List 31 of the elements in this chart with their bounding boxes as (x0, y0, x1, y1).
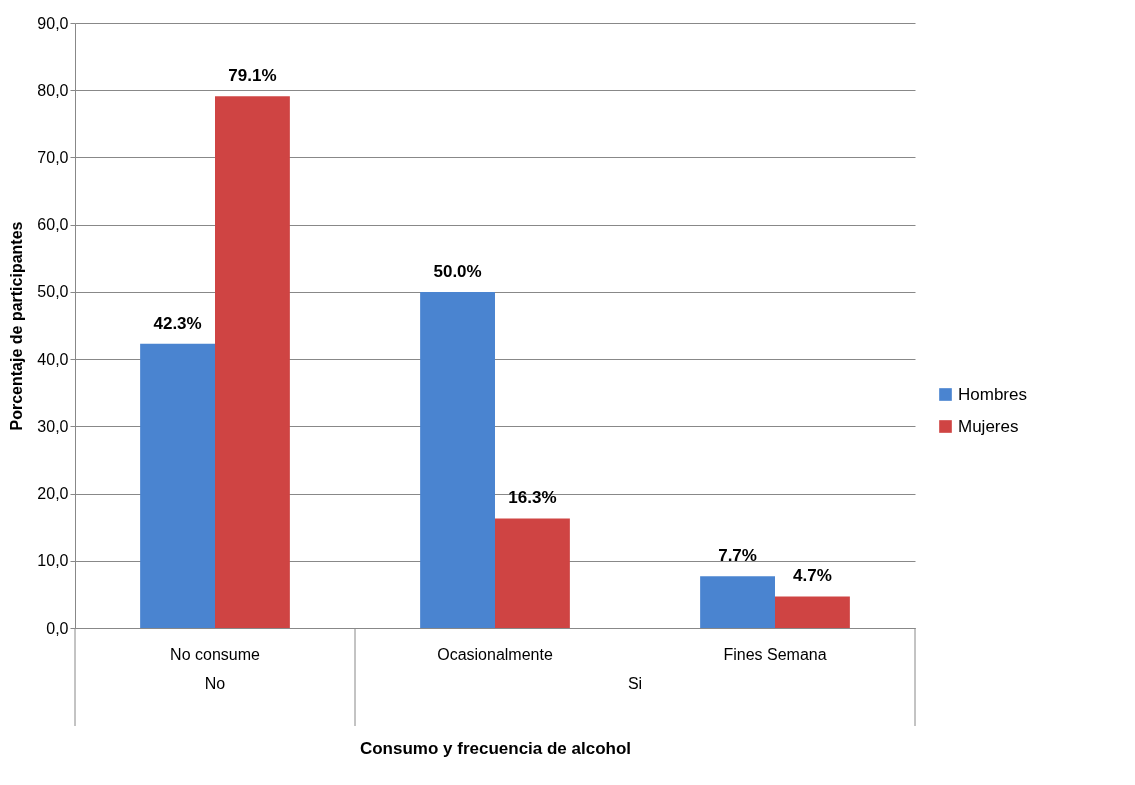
x-tick-label: Fines Semana (723, 645, 827, 663)
y-tick-label: 90,0 (37, 14, 69, 32)
x-axis-title: Consumo y frecuencia de alcohol (359, 738, 632, 758)
bar (140, 343, 215, 628)
legend-label: Hombres (958, 384, 1027, 404)
text: No (204, 675, 226, 692)
x-tick-label: Ocasionalmente (437, 645, 553, 663)
y-tick-label: 40,0 (37, 350, 69, 368)
y-tick-label: 30,0 (37, 417, 69, 435)
y-tick-label: 10,0 (37, 552, 69, 570)
y-tick-label: 70,0 (37, 148, 69, 166)
bar (700, 576, 775, 628)
data-label: 79.1% (228, 66, 277, 86)
data-label: 16.3% (508, 488, 557, 508)
y-tick-label: 20,0 (37, 485, 69, 503)
data-label: 50.0% (433, 261, 482, 281)
bar (775, 596, 850, 628)
text: Si (627, 675, 643, 692)
data-label: 42.3% (153, 313, 202, 333)
legend-label: Mujeres (958, 416, 1019, 436)
y-tick-label: 80,0 (37, 81, 69, 99)
x-tick-label: No consume (170, 645, 261, 663)
y-tick-label: 50,0 (37, 283, 69, 301)
y-tick-label: 60,0 (37, 216, 69, 234)
bar (495, 518, 570, 628)
y-tick-label: 0,0 (46, 619, 69, 637)
data-label: 4.7% (793, 566, 832, 586)
y-axis-title: Porcentaje de participantes (8, 221, 26, 431)
bar (420, 291, 495, 628)
data-label: 7.7% (718, 546, 757, 566)
bar (215, 96, 290, 628)
